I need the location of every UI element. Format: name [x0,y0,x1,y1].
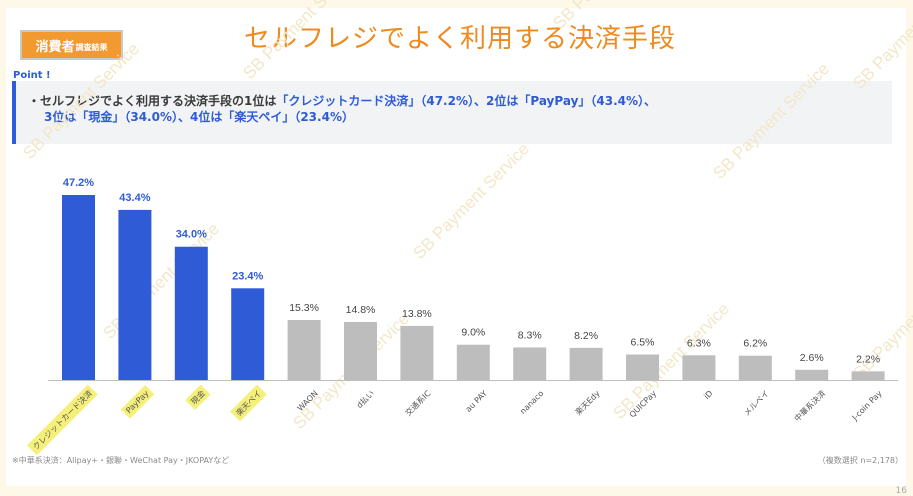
sample-size-note: （複数選択 n=2,178） [817,456,903,465]
value-label: 8.2% [574,330,598,342]
category-label: au PAY [464,389,489,414]
page-title: セルフレジでよく利用する決済手段 [243,24,676,54]
value-label: 6.2% [743,338,767,350]
bar [626,354,659,380]
value-label: 13.8% [402,308,432,320]
bar [400,325,434,380]
category-label-group: iD [702,389,714,401]
badge-main-text: 消費者 [35,39,75,55]
value-label: 2.2% [856,353,880,365]
category-label: nanaco [518,389,545,416]
bar [456,344,490,380]
category-label: 楽天Edy [573,388,602,417]
category-label: WAON [296,389,320,413]
category-highlight [120,385,155,419]
value-label: 14.8% [346,304,376,316]
value-label: 23.4% [232,270,263,282]
category-label-group: au PAY [464,389,489,414]
value-label: 8.3% [518,329,542,341]
value-label: 6.5% [631,337,655,349]
bar [738,355,772,380]
value-label: 15.3% [289,302,319,314]
value-label: 47.2% [63,177,94,189]
page-number: 16 [895,486,907,496]
bar [287,320,321,380]
category-highlight [27,384,98,456]
category-label: J-coin Pay [850,389,884,423]
value-label: 34.0% [176,229,207,241]
bar [795,369,829,380]
badge-sub-text: 調査結果 [75,42,108,52]
point-label: Point ! [13,70,51,81]
value-label: 2.6% [800,352,824,364]
category-label-group: 楽天Edy [573,388,602,417]
category-label: メルペイ [742,389,771,418]
category-label-group: PayPay [120,385,155,419]
summary-line-1: ・セルフレジでよく利用する決済手段の1位は「クレジットカード決済」（47.2%）… [28,93,892,109]
value-label: 6.3% [687,337,711,349]
category-label-group: メルペイ [742,389,771,418]
consumer-survey-badge: 消費者 調査結果 [20,30,123,60]
bar [513,347,547,380]
category-label-group: d払い [354,388,376,410]
category-highlight [230,384,267,422]
summary-line-2: 3位は「現金」（34.0%）、4位は「楽天ペイ」（23.4%） [44,110,354,124]
bar [118,209,152,380]
bar [231,288,265,380]
category-label-group: WAON [296,389,320,413]
summary-line-1-prefix: ・セルフレジでよく利用する決済手段の1位は [28,94,277,108]
value-label: 43.4% [119,192,150,204]
category-label-group: QUICPay [628,389,659,420]
bar [344,321,377,380]
summary-box: ・セルフレジでよく利用する決済手段の1位は「クレジットカード決済」（47.2%）… [12,81,892,144]
category-label: d払い [354,388,376,410]
category-label-group: nanaco [518,389,545,416]
category-label-group: J-coin Pay [850,389,884,423]
category-label: iD [702,389,714,401]
category-label: 中華系決済 [792,388,827,423]
category-label: QUICPay [628,389,659,420]
category-label-group: クレジットカード決済 [27,384,98,456]
bar [62,195,95,380]
category-label-group: 交通系IC [403,388,433,418]
category-highlight [185,384,211,411]
bar [174,246,208,380]
category-label: 交通系IC [403,388,433,418]
category-label: PayPay [124,389,150,415]
category-label: クレジットカード決済 [31,388,95,452]
bar [682,355,716,380]
category-label-group: 楽天ペイ [230,384,267,422]
value-label: 9.0% [461,327,485,339]
footnote: ※中華系決済：Alipay+・銀聯・WeChat Pay・JKOPAYなど [12,456,230,465]
category-label-group: 現金 [185,384,211,411]
category-label-group: 中華系決済 [792,388,827,423]
summary-line-1-highlight: 「クレジットカード決済」（47.2%）、2位は「PayPay」（43.4%）、 [276,94,657,108]
bar [569,347,603,380]
bar [851,371,885,380]
category-label: 楽天ペイ [234,388,264,418]
